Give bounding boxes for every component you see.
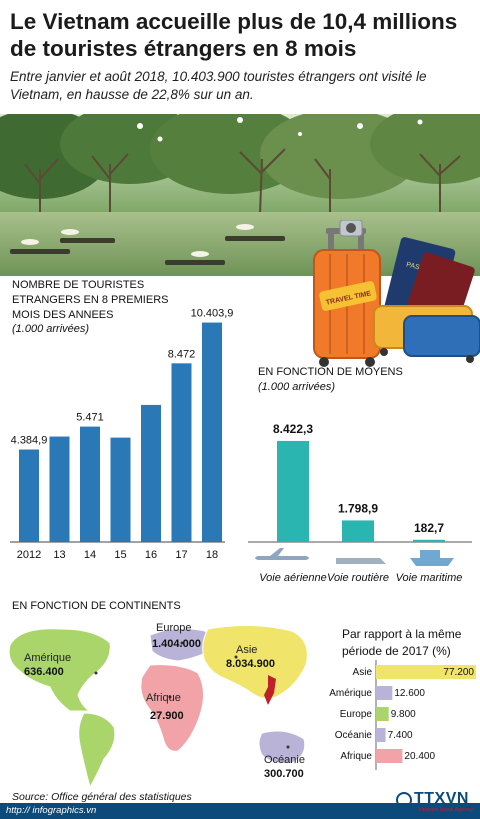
region-value-asie: 8.034.900 [226, 658, 275, 670]
bar-17 [171, 363, 192, 542]
region-value-amerique: 636.400 [24, 666, 64, 678]
tick-label: 17 [175, 549, 187, 561]
bar-transport [277, 440, 309, 542]
map-vietnam [264, 675, 276, 705]
transport-chart-title: EN FONCTION DE MOYENS [258, 366, 403, 378]
bar-comparison [376, 728, 386, 742]
tick-label: 16 [145, 549, 157, 561]
data-label: 4.384,9 [11, 435, 48, 447]
map-afrique [140, 664, 204, 752]
luggage-illustration: TRAVEL TIME PASSPORT [300, 219, 480, 370]
bar-comparison [376, 707, 389, 721]
tick-label: 15 [114, 549, 126, 561]
region-name-afrique: Afrique [146, 692, 181, 704]
region-name-oceanie: Océanie [264, 754, 305, 766]
bar-transport [342, 520, 374, 542]
logo-emblem-icon [396, 792, 412, 808]
category-label: Amérique [329, 688, 372, 699]
data-label: 8.472 [168, 348, 196, 360]
data-label: 20.400 [404, 751, 435, 762]
data-label: 7.400 [388, 730, 413, 741]
airplane-icon [255, 548, 309, 560]
data-label: 77.200 [443, 667, 474, 678]
bar-2012 [19, 449, 39, 542]
region-value-oceanie: 300.700 [264, 768, 304, 780]
ttxvn-logo: TTXVN Vietnam News Agency [396, 790, 478, 818]
bar-comparison [376, 749, 403, 763]
tick-label: Voie aérienne [259, 572, 326, 584]
data-label: 5.471 [76, 412, 104, 424]
header: Le Vietnam accueille plus de 10,4 millio… [0, 0, 480, 118]
transport-bar-chart: 8.422,3 Voie aérienne 1.798,9 Voie routière… [248, 422, 472, 584]
bar-13 [49, 436, 70, 542]
map-amerique-north [8, 628, 111, 712]
region-name-amerique: Amérique [24, 652, 71, 664]
tick-label: Voie maritime [396, 572, 463, 584]
page-subtitle: Entre janvier et août 2018, 10.403.900 t… [10, 69, 427, 102]
region-name-europe: Europe [156, 622, 191, 634]
transport-chart-unit: (1.000 arrivées) [258, 381, 336, 393]
region-name-asie: Asie [236, 644, 257, 656]
tick-label: 13 [53, 549, 65, 561]
annual-chart-unit: (1.000 arrivées) [12, 323, 90, 335]
continents-title: EN FONCTION DE CONTINENTS [12, 600, 181, 612]
tick-label: 18 [206, 549, 218, 561]
source-note: Source: Office général des statistiques [12, 791, 192, 803]
region-value-afrique: 27.900 [150, 710, 184, 722]
tick-label: 2012 [17, 549, 41, 561]
bar-comparison [376, 686, 393, 700]
data-label: 9.800 [391, 709, 416, 720]
comparison-title: Par rapport à la même période de 2017 (%… [342, 627, 462, 658]
data-label: 1.798,9 [338, 501, 378, 515]
tick-label: 14 [84, 549, 96, 561]
tick-label: Voie routière [327, 572, 389, 584]
map-amerique-south [78, 712, 116, 789]
data-label: 8.422,3 [273, 422, 313, 436]
region-value-europe: 1.404.000 [152, 638, 201, 650]
data-label: 10.403,9 [191, 308, 234, 320]
data-label: 12.600 [394, 688, 425, 699]
bar-comparison [376, 665, 476, 679]
category-label: Europe [340, 709, 373, 720]
bar-transport [413, 539, 445, 542]
footer-bar: http:// infographics.vn [0, 803, 480, 819]
logo-text: TTXVN [414, 790, 469, 807]
ship-icon [410, 550, 454, 566]
train-icon [336, 558, 386, 564]
footer-link[interactable]: http:// infographics.vn [6, 805, 97, 816]
annual-chart-title: NOMBRE DE TOURISTES ETRANGERS EN 8 PREMI… [12, 279, 169, 321]
bar-15 [110, 437, 131, 542]
category-label: Afrique [340, 751, 372, 762]
map-oceanie [258, 730, 306, 764]
category-label: Océanie [335, 730, 373, 741]
annual-bar-chart: 2012 4.384,9 13 14 5.471 15 16 17 8.472 18 10.403,… [10, 308, 234, 561]
data-label: 182,7 [414, 521, 444, 535]
bar-18 [202, 322, 222, 542]
logo-subtext: Vietnam News Agency [418, 807, 473, 813]
world-map: Amérique 636.400 Europe 1.404.000 Asie 8… [8, 622, 308, 789]
comparison-bar-chart: Asie 77.200 Amérique 12.600 Europe 9.800 Océan… [329, 660, 476, 770]
bar-16 [141, 404, 161, 542]
category-label: Asie [353, 667, 373, 678]
bar-14 [80, 426, 100, 542]
page-title: Le Vietnam accueille plus de 10,4 millio… [10, 9, 458, 61]
